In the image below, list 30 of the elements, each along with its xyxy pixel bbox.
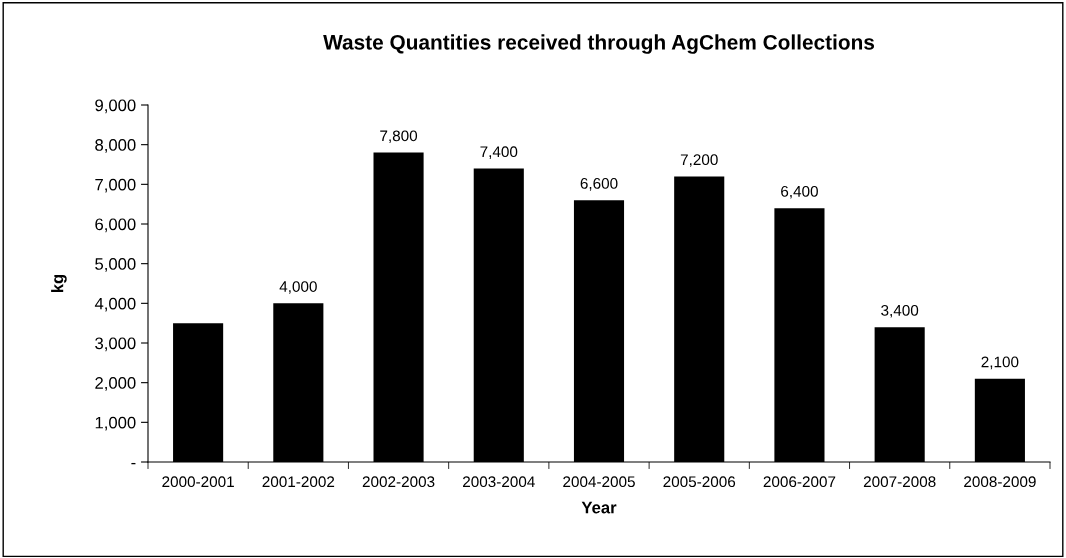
x-tick-label: 2008-2009 xyxy=(964,476,1036,488)
x-tick-label: 2002-2003 xyxy=(362,476,435,488)
x-tick-label: 2004-2005 xyxy=(563,476,635,488)
y-tick-label: 6,000 xyxy=(95,218,136,233)
data-label: 4,000 xyxy=(279,281,317,294)
y-tick-label: 9,000 xyxy=(95,99,136,114)
x-tick-label: 2005-2006 xyxy=(663,476,736,488)
chart-title: Waste Quantities received through AgChem Collections xyxy=(323,34,875,54)
y-tick-label: 3,000 xyxy=(95,337,136,352)
data-label: 6,400 xyxy=(781,185,818,199)
y-tick-label: 8,000 xyxy=(95,139,136,153)
y-tick-label: 7,000 xyxy=(95,178,136,193)
data-label: 7,800 xyxy=(380,130,418,144)
data-label: 2,100 xyxy=(981,356,1019,370)
x-tick-label: 2003-2004 xyxy=(463,476,535,488)
y-tick-label: 5,000 xyxy=(95,258,136,272)
y-tick-label: - xyxy=(131,462,136,465)
data-label: 6,600 xyxy=(580,178,618,191)
x-tick-label: 2007-2008 xyxy=(863,476,936,488)
y-tick-label: 1,000 xyxy=(95,416,136,431)
data-label: 7,400 xyxy=(480,146,518,159)
x-tick-label: 2000-2001 xyxy=(162,476,234,488)
y-tick-label: 2,000 xyxy=(95,377,136,391)
data-label: 3,400 xyxy=(881,304,919,318)
data-label: 7,200 xyxy=(680,154,718,167)
y-tick-label: 4,000 xyxy=(94,297,136,312)
x-tick-label: 2006-2007 xyxy=(763,476,836,488)
x-axis-title: Year xyxy=(581,501,617,514)
x-tick-label: 2001-2002 xyxy=(262,476,335,488)
y-axis-title: kg xyxy=(51,274,67,293)
